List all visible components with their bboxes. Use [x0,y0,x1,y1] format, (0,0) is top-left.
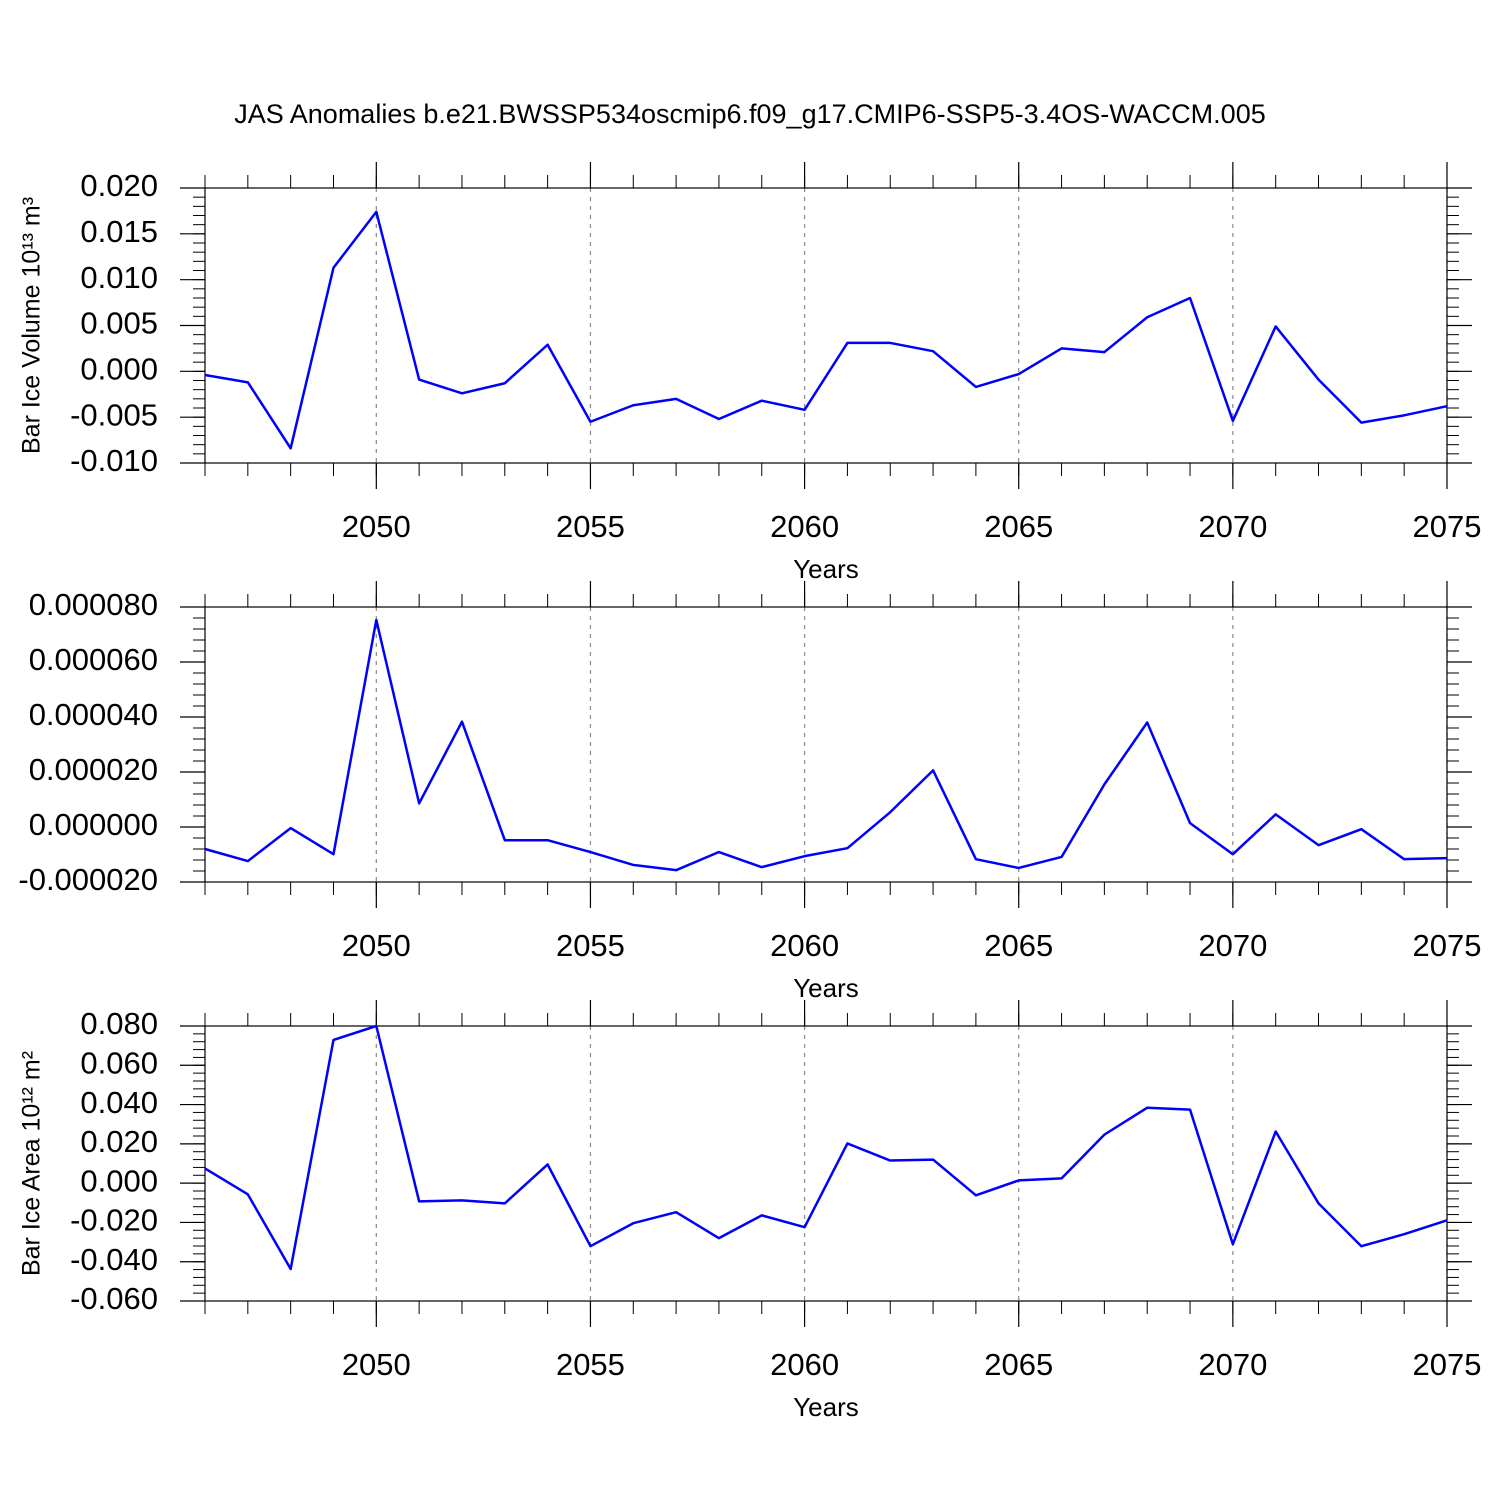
x-tick-label: 2055 [556,928,625,963]
x-tick-label: 2075 [1413,509,1482,544]
x-tick-label: 2065 [984,1347,1053,1382]
y-axis-label: Bar Ice Volume 10¹³ m³ [18,197,46,454]
y-tick-label: 0.015 [80,214,158,249]
x-tick-label: 2070 [1198,1347,1267,1382]
y-tick-label: 0.000080 [29,587,158,622]
x-tick-label: 2050 [342,928,411,963]
y-tick-label: -0.040 [70,1242,158,1277]
y-tick-label: 0.040 [80,1085,158,1120]
y-tick-label: 0.020 [80,168,158,203]
data-line [204,1024,1448,1271]
x-tick-label: 2060 [770,1347,839,1382]
x-tick-label: 2055 [556,1347,625,1382]
y-tick-label: -0.010 [70,443,158,478]
y-tick-label: 0.005 [80,306,158,341]
x-tick-label: 2050 [342,509,411,544]
plot-frame [204,187,1448,464]
y-tick-label: 0.000060 [29,642,158,677]
plot-frame [204,1025,1448,1302]
data-line [204,618,1448,872]
chart-title: JAS Anomalies b.e21.BWSSP534oscmip6.f09_… [234,99,1265,129]
x-tick-label: 2065 [984,928,1053,963]
y-axis-label: Bar Ice Area 10¹² m² [18,1051,46,1276]
x-tick-label: 2075 [1413,928,1482,963]
y-tick-label: 0.000 [80,352,158,387]
y-tick-label: 0.000000 [29,807,158,842]
x-tick-label: 2060 [770,928,839,963]
y-tick-label: -0.020 [70,1203,158,1238]
y-tick-label: 0.080 [80,1006,158,1041]
y-tick-label: 0.020 [80,1124,158,1159]
x-tick-label: 2070 [1198,509,1267,544]
y-tick-label: 0.000020 [29,752,158,787]
y-tick-label: -0.005 [70,397,158,432]
data-line [204,210,1448,450]
y-tick-label: 0.000 [80,1163,158,1198]
x-tick-label: 2075 [1413,1347,1482,1382]
x-tick-label: 2060 [770,509,839,544]
y-tick-label: -0.060 [70,1281,158,1316]
y-tick-label: -0.000020 [18,862,158,897]
x-tick-label: 2055 [556,509,625,544]
x-axis-label: Years [793,1392,859,1422]
x-axis-label: Years [793,973,859,1003]
x-tick-label: 2065 [984,509,1053,544]
x-axis-label: Years [793,554,859,584]
x-tick-label: 2050 [342,1347,411,1382]
x-tick-label: 2070 [1198,928,1267,963]
y-tick-label: 0.000040 [29,697,158,732]
plot-frame [204,606,1448,883]
y-tick-label: 0.010 [80,260,158,295]
y-tick-label: 0.060 [80,1045,158,1080]
